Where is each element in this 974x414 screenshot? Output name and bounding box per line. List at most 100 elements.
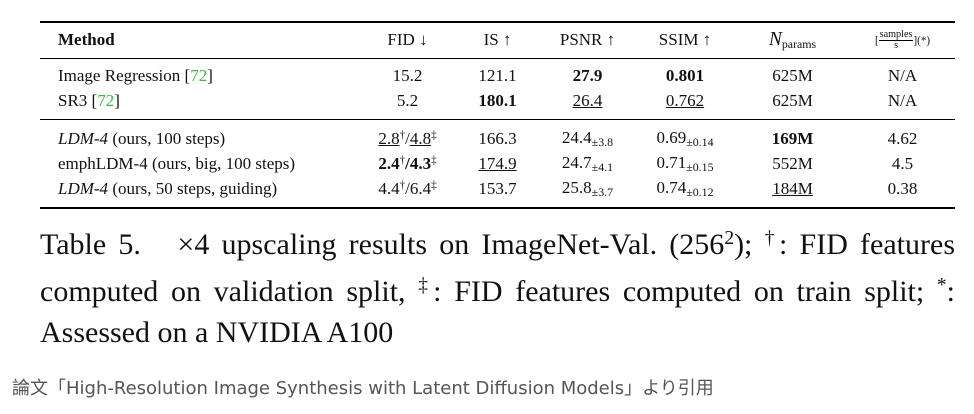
text-segment: (ours, 100 steps) [108,129,226,148]
table-cell: 0.38 [850,176,955,209]
text-segment: 625M [772,91,813,110]
table-cell: 625M [735,88,850,120]
text-segment: ‡ [431,129,437,142]
table-cell: emphLDM-4 (ours, big, 100 steps) [40,152,360,177]
text-segment: 4.62 [887,129,918,148]
text-segment: ](*) [913,35,931,48]
text-segment: ‡ [431,179,437,192]
table-cell: SR3 [72] [40,88,360,120]
text-segment: 0.801 [665,66,705,85]
text-segment: IS ↑ [483,30,512,50]
text-segment: ±0.15 [686,159,714,174]
table-cell: LDM-4 (ours, 100 steps) [40,119,360,152]
text-segment: 24.7 [561,153,592,173]
text-segment: 180.1 [478,91,517,110]
text-segment: 4.3 [409,154,432,173]
table-cell: 174.9 [455,152,540,177]
table-cell: 121.1 [455,58,540,89]
table-cell: 27.9 [540,58,635,89]
text-segment: ] [114,91,120,110]
text-segment: samples [878,28,914,41]
table-caption: Table 5. ×4 upscaling results on ImageNe… [40,218,955,353]
text-segment: † [399,154,406,167]
table-cell: 4.5 [850,152,955,177]
table-cell: 0.69±0.14 [635,119,735,152]
text-segment: 625M [772,66,813,85]
table-cell: 15.2 [360,58,455,89]
text-segment: 0.69 [656,128,687,148]
text-segment: 24.4 [561,128,592,148]
text-segment: ‡ [418,274,434,296]
table-cell: N/A [850,88,955,120]
text-segment: 552M [772,154,813,173]
text-segment: † [399,179,406,192]
text-segment: params [781,36,817,51]
fraction: samples s [878,28,914,51]
table-cell: 25.8±3.7 [540,176,635,209]
results-table: Method FID ↓ IS ↑ PSNR ↑ SSIM ↑ Nparams [sampl… [40,21,955,209]
text-segment: 0.38 [887,179,918,198]
text-segment: PSNR ↑ [559,30,616,50]
text-segment: Table 5. ×4 upscaling results on ImageNe… [40,227,725,261]
table-cell: 169M [735,119,850,152]
table-row: emphLDM-4 (ours, big, 100 steps) 2.4†/4.3… [40,152,955,177]
row-group: Image Regression [72] 15.2 121.1 27.9 0.801 6… [40,58,955,120]
table-cell: 0.74±0.12 [635,176,735,209]
text-segment: ‡ [431,154,437,167]
row-group: LDM-4 (ours, 100 steps) 2.8†/4.8‡ 166.3 24.… [40,119,955,209]
table-cell: 4.62 [850,119,955,152]
table-cell: 552M [735,152,850,177]
text-segment: : Assessed on a NVIDIA A100 [40,274,961,349]
table-cell: 625M [735,58,850,89]
text-segment: s [894,39,899,51]
table-cell: 4.4†/6.4‡ [360,176,455,209]
text-segment: 0.74 [656,178,687,198]
table-cell: 2.4†/4.3‡ [360,152,455,177]
text-segment: LDM-4 [58,179,109,198]
text-segment: 0.762 [665,91,705,110]
table-cell: 0.71±0.15 [635,152,735,177]
text-segment: Image Regression [ [58,66,191,85]
text-segment: SSIM ↑ [658,30,712,50]
table-cell: 5.2 [360,88,455,120]
text-segment: 184M [772,179,813,198]
text-segment: 2.4 [378,154,400,173]
text-segment: N [768,28,782,50]
table-cell: 2.8†/4.8‡ [360,119,455,152]
text-segment: Method [58,30,115,50]
text-segment: ] [207,66,213,85]
table-row: SR3 [72] 5.2 180.1 26.4 0.762 625M N/A [40,88,955,120]
text-segment: 4.4 [378,179,400,198]
text-segment: † [764,228,780,249]
table-header: Method FID ↓ IS ↑ PSNR ↑ SSIM ↑ Nparams [sampl… [40,21,955,59]
table-cell: 153.7 [455,176,540,209]
table-cell: 26.4 [540,88,635,120]
text-segment: ±3.8 [591,134,614,149]
text-segment: * [936,274,947,296]
header-cell: FID ↓ [360,21,455,59]
text-segment: 72 [97,91,115,110]
text-segment: / [405,154,410,173]
table-cell: 0.762 [635,88,735,120]
text-segment: 169M [771,129,814,148]
table-cell: Image Regression [72] [40,58,360,89]
table-row: LDM-4 (ours, 100 steps) 2.8†/4.8‡ 166.3 24.… [40,119,955,152]
text-segment: 27.9 [572,66,603,85]
table-cell: 184M [735,176,850,209]
table-cell: LDM-4 (ours, 50 steps, guiding) [40,176,360,209]
text-segment: ±0.14 [686,134,714,149]
text-segment: 72 [190,66,208,85]
text-segment: (ours, 50 steps, guiding) [108,179,278,198]
header-cell: [samples s](*) [850,21,955,59]
header-cell: IS ↑ [455,21,540,59]
text-segment: 2 [724,228,735,249]
text-segment: 25.8 [561,178,592,198]
text-segment: SR3 [ [58,91,98,110]
text-segment: : FID features computed on train split; [433,274,937,308]
text-segment: N/A [887,66,918,85]
table-cell: 24.4±3.8 [540,119,635,152]
table-cell: 180.1 [455,88,540,120]
text-segment: N/A [887,91,918,110]
